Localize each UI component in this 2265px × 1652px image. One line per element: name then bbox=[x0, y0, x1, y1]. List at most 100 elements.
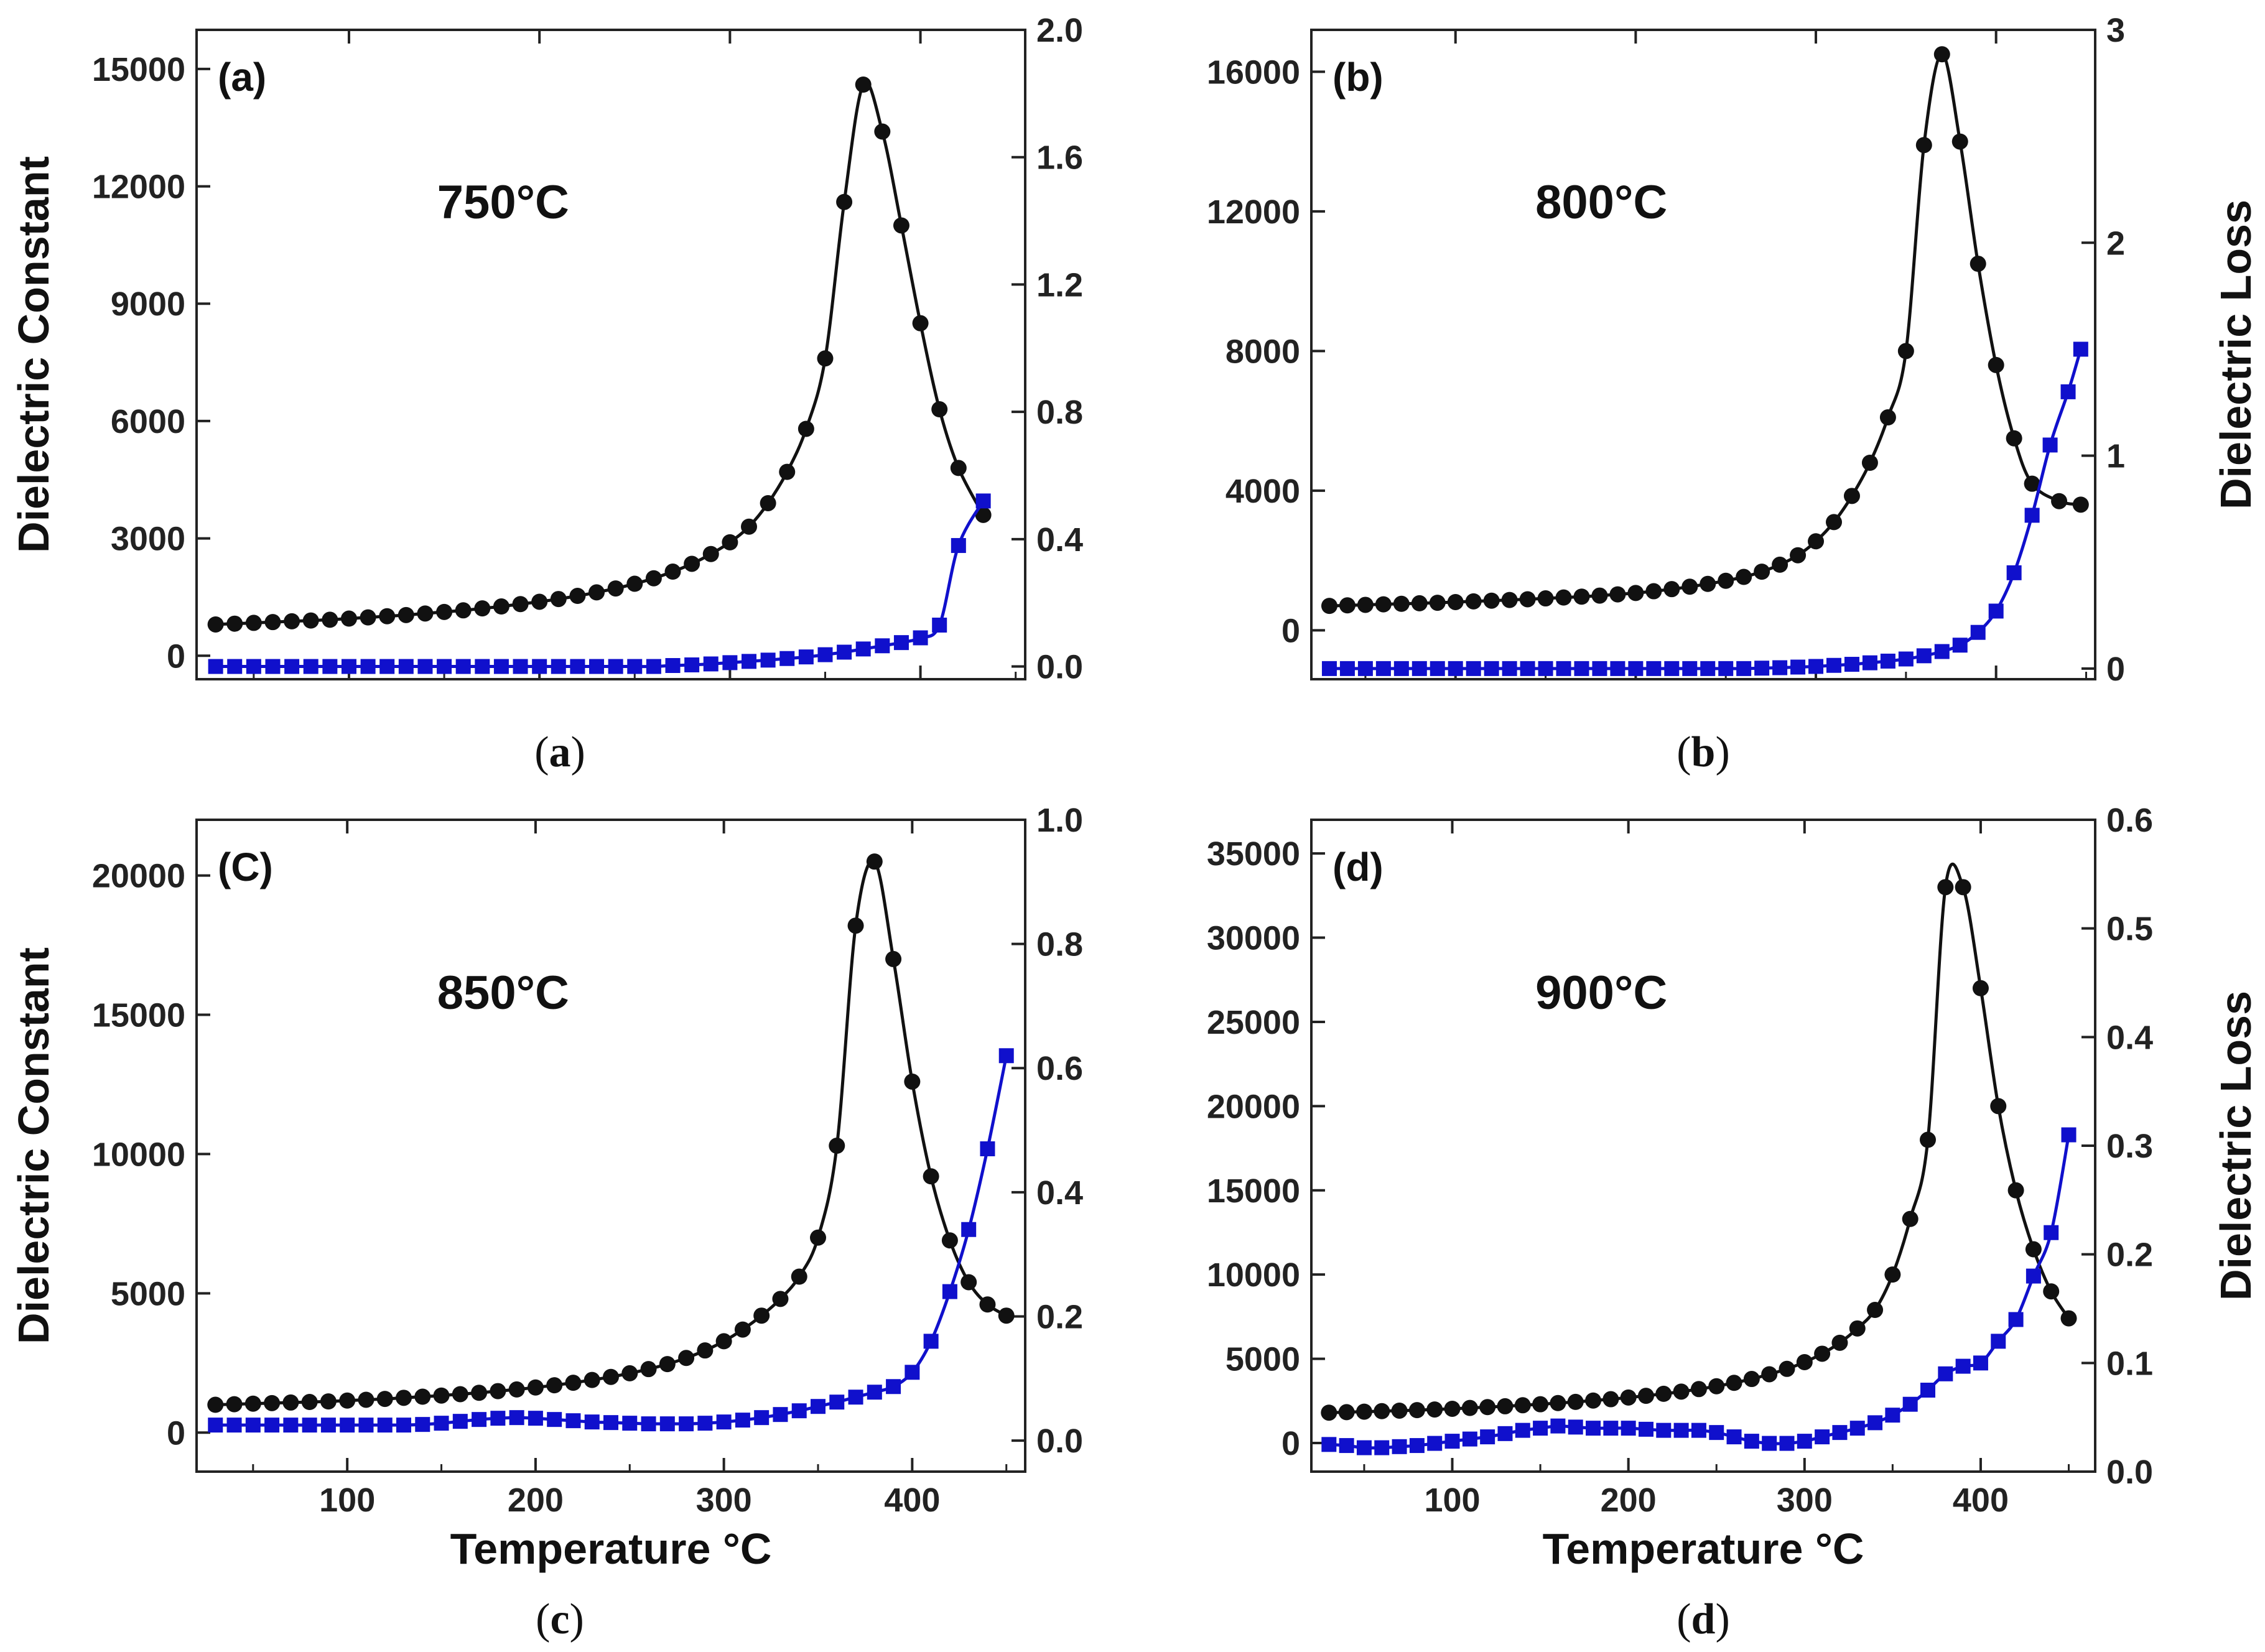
dielectric-loss-point bbox=[1339, 1438, 1354, 1454]
dielectric-loss-point bbox=[434, 1416, 449, 1431]
dielectric-constant-point bbox=[1790, 547, 1807, 564]
dielectric-constant-point bbox=[226, 1396, 243, 1413]
dielectric-constant-point bbox=[798, 420, 814, 437]
dielectric-constant-point bbox=[2060, 1310, 2077, 1327]
dielectric-constant-point bbox=[640, 1361, 657, 1378]
dielectric-constant-point bbox=[417, 605, 434, 622]
dielectric-loss-point bbox=[1744, 1434, 1759, 1449]
sintering-temperature-label: 900°C bbox=[1535, 967, 1667, 1019]
dielectric-loss-point bbox=[1430, 661, 1445, 676]
y-left-tick-label: 25000 bbox=[1207, 1004, 1300, 1041]
dielectric-constant-point bbox=[1339, 597, 1356, 614]
dielectric-constant-point bbox=[607, 580, 624, 597]
dielectric-loss-point bbox=[302, 1418, 317, 1433]
dielectric-loss-point bbox=[246, 659, 261, 674]
dielectric-constant-point bbox=[722, 534, 738, 550]
dielectric-loss-point bbox=[905, 1365, 920, 1380]
dielectric-loss-point bbox=[1462, 1431, 1477, 1447]
caption-open-paren: ( bbox=[534, 728, 549, 776]
dielectric-loss-point bbox=[1466, 661, 1481, 676]
dielectric-constant-point bbox=[753, 1307, 770, 1324]
dielectric-constant-point bbox=[379, 608, 396, 624]
y-right-tick-label: 0.1 bbox=[2106, 1345, 2153, 1382]
dielectric-constant-point bbox=[1861, 455, 1878, 471]
panel-caption: (b) bbox=[1677, 728, 1730, 776]
dielectric-loss-point bbox=[622, 1416, 638, 1431]
dielectric-loss-point bbox=[2042, 437, 2058, 453]
dielectric-constant-point bbox=[301, 1394, 318, 1411]
dielectric-constant-point bbox=[760, 494, 776, 511]
dielectric-loss-point bbox=[303, 659, 319, 674]
dielectric-constant-point bbox=[1743, 1371, 1760, 1388]
sintering-temperature-label: 850°C bbox=[437, 967, 569, 1019]
dielectric-loss-point bbox=[1844, 657, 1859, 672]
dielectric-constant-point bbox=[398, 606, 414, 623]
dielectric-constant-point bbox=[1990, 1098, 2007, 1115]
y-right-tick-label: 0.0 bbox=[1036, 1422, 1083, 1460]
dielectric-loss-point bbox=[227, 659, 243, 674]
dielectric-loss-point bbox=[1480, 1429, 1495, 1445]
y-left-tick-label: 15000 bbox=[1207, 1172, 1300, 1210]
dielectric-constant-point bbox=[1356, 1403, 1372, 1420]
dielectric-loss-point bbox=[1790, 659, 1806, 675]
dielectric-loss-point bbox=[1691, 1422, 1706, 1438]
dielectric-constant-point bbox=[1483, 592, 1500, 609]
dielectric-loss-point bbox=[867, 1385, 882, 1400]
dielectric-loss-point bbox=[245, 1418, 261, 1433]
panel-caption: (a) bbox=[534, 728, 585, 776]
dielectric-constant-point bbox=[1609, 586, 1626, 603]
dielectric-loss-point bbox=[1920, 1383, 1936, 1398]
y-left-tick-label: 20000 bbox=[92, 858, 185, 895]
dielectric-constant-point bbox=[493, 598, 509, 615]
dielectric-loss-point bbox=[528, 1411, 543, 1426]
dielectric-constant-point bbox=[603, 1368, 619, 1385]
dielectric-loss-point bbox=[646, 659, 661, 674]
dielectric-constant-point bbox=[1444, 1400, 1461, 1417]
caption-open-paren: ( bbox=[536, 1595, 550, 1643]
y-right-axis-title: Dielectric Loss bbox=[2212, 200, 2260, 509]
dielectric-constant-point bbox=[1514, 1397, 1531, 1414]
dielectric-loss-point bbox=[886, 1379, 901, 1394]
y-left-tick-label: 20000 bbox=[1207, 1088, 1300, 1125]
dielectric-loss-point bbox=[1497, 1426, 1513, 1441]
dielectric-constant-series bbox=[207, 77, 992, 633]
dielectric-loss-point bbox=[1902, 1396, 1918, 1412]
dielectric-constant-point bbox=[508, 1381, 525, 1398]
dielectric-constant-point bbox=[697, 1342, 714, 1359]
dielectric-constant-point bbox=[931, 401, 948, 418]
dielectric-constant-point bbox=[207, 1396, 224, 1413]
dielectric-loss-point bbox=[2006, 565, 2022, 580]
dielectric-constant-point bbox=[1620, 1389, 1637, 1406]
dielectric-constant-point bbox=[584, 1371, 600, 1388]
dielectric-loss-point bbox=[1412, 661, 1427, 676]
y-left-tick-label: 0 bbox=[167, 638, 185, 675]
dielectric-constant-point bbox=[1663, 581, 1680, 598]
dielectric-loss-point bbox=[1832, 1425, 1848, 1441]
dielectric-loss-point bbox=[472, 1412, 487, 1427]
dielectric-constant-point bbox=[284, 613, 300, 629]
dielectric-loss-point bbox=[1991, 1334, 2006, 1349]
y-right-tick-label: 0.8 bbox=[1036, 394, 1083, 431]
dielectric-loss-series bbox=[1321, 1127, 2077, 1455]
dielectric-loss-point bbox=[1885, 1408, 1900, 1423]
dielectric-constant-point bbox=[664, 564, 681, 580]
dielectric-loss-point bbox=[417, 659, 433, 674]
dielectric-loss-point bbox=[1586, 1421, 1601, 1436]
dielectric-constant-point bbox=[322, 611, 338, 628]
dielectric-constant-point bbox=[1708, 1378, 1725, 1394]
dielectric-constant-point bbox=[659, 1356, 676, 1373]
dielectric-loss-point bbox=[684, 657, 700, 672]
dielectric-constant-point bbox=[874, 123, 891, 140]
dielectric-constant-point bbox=[645, 570, 662, 587]
dielectric-loss-point bbox=[1772, 660, 1788, 675]
dielectric-loss-point bbox=[716, 1414, 732, 1430]
dielectric-loss-point bbox=[1621, 1421, 1636, 1436]
y-right-tick-label: 1.0 bbox=[1036, 802, 1083, 839]
dielectric-loss-point bbox=[603, 1415, 618, 1431]
dielectric-loss-point bbox=[509, 1410, 524, 1426]
dielectric-constant-point bbox=[1461, 1399, 1478, 1416]
dielectric-constant-point bbox=[1573, 588, 1590, 605]
dielectric-constant-point bbox=[1497, 1398, 1514, 1414]
dielectric-loss-point bbox=[1393, 661, 1409, 676]
dielectric-loss-point bbox=[779, 651, 795, 666]
